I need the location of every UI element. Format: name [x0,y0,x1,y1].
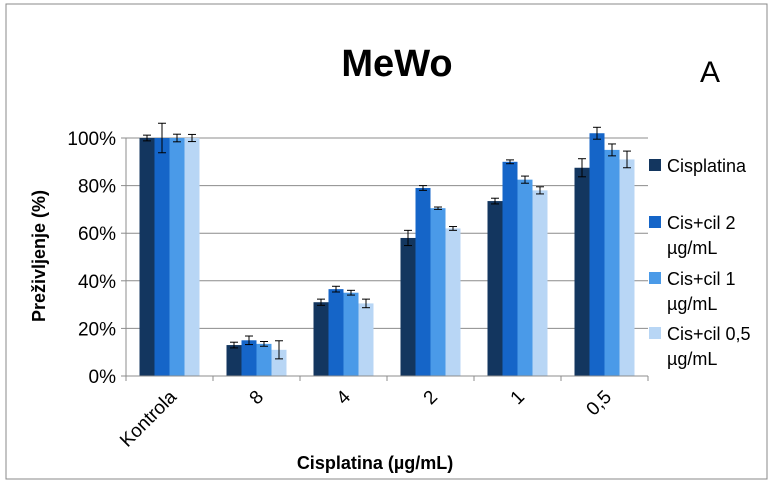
legend-label: Cis+cil 0,5 µg/mL [667,324,751,369]
x-axis-label: Cisplatina (µg/mL) [297,453,453,473]
bar [517,179,533,376]
y-tick-label: 100% [67,129,116,150]
bar [241,340,257,376]
chart-area-border [5,3,768,480]
y-tick-label: 20% [78,319,116,340]
y-tick-label: 0% [89,367,117,388]
chart-title: MeWo [341,43,452,85]
bar [343,292,359,376]
bar [256,343,272,376]
legend-swatch [649,272,661,284]
legend-swatch [649,216,661,228]
bar [502,161,518,376]
legend-swatch [649,327,661,339]
bar [184,138,200,376]
bar [400,237,416,376]
gridlines [126,137,648,329]
bar [604,149,620,376]
y-tick-label: 80% [78,177,116,198]
bar [487,201,503,376]
bar [139,138,155,376]
bar [445,228,461,376]
bar [154,138,170,376]
legend-label: Cis+cil 2 µg/mL [667,213,736,258]
bar [574,167,590,376]
y-tick-label: 40% [78,272,116,293]
bars [139,122,635,376]
bar [226,345,242,376]
legend-label: Cisplatina [667,156,747,176]
legend: Cisplatina Cis+cil 2 µg/mL Cis+cil 1 µg/mL Ci… [649,156,751,369]
legend-label: Cis+cil 1 µg/mL [667,269,736,314]
bar [169,138,185,376]
bar [328,289,344,376]
y-axis-label: Preživljenje (%) [29,190,49,322]
panel-label: A [700,56,720,89]
y-tick-label: 60% [78,224,116,245]
bar [532,190,548,376]
legend-swatch [649,159,661,171]
bar [430,208,446,376]
bar [415,187,431,376]
bar [619,159,635,376]
bar [271,349,287,376]
bar [589,133,605,376]
bar [313,302,329,376]
bar [358,303,374,376]
